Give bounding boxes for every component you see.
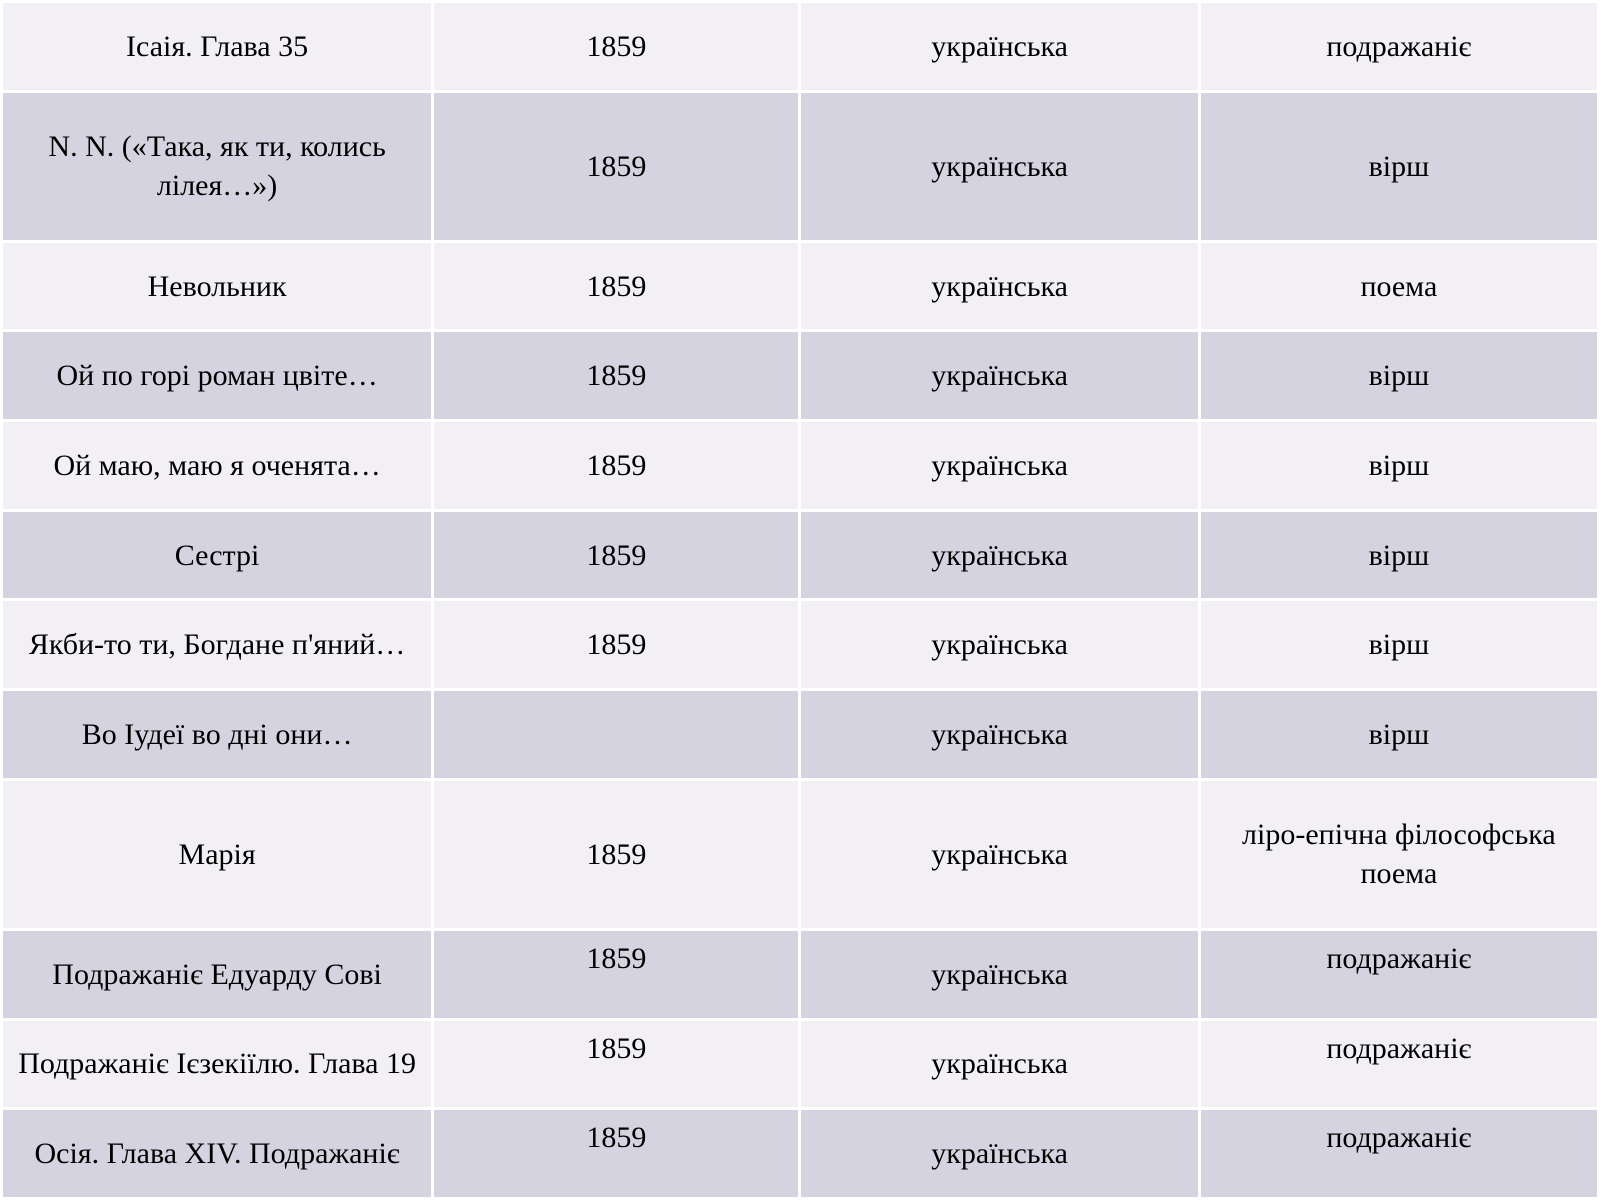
- cell-genre: подражаніє: [1199, 929, 1598, 1019]
- cell-genre: поема: [1199, 241, 1598, 331]
- cell-language: українська: [800, 779, 1199, 929]
- table-row: Ой по горі роман цвіте…1859українськавір…: [2, 331, 1599, 421]
- cell-language: українська: [800, 929, 1199, 1019]
- cell-language: українська: [800, 510, 1199, 600]
- cell-genre: подражаніє: [1199, 1109, 1598, 1199]
- table-row: Ісаія. Глава 351859українськаподражаніє: [2, 2, 1599, 92]
- cell-title: Невольник: [2, 241, 433, 331]
- table-row: Подражаніє Ієзекіїлю. Глава 191859україн…: [2, 1019, 1599, 1109]
- cell-title: Марія: [2, 779, 433, 929]
- table-row: Во Іудеї во дні они… українськавірш: [2, 690, 1599, 780]
- cell-title: Сестрі: [2, 510, 433, 600]
- cell-genre: вірш: [1199, 510, 1598, 600]
- table-row: Ой маю, маю я оченята…1859українськавірш: [2, 421, 1599, 511]
- cell-language: українська: [800, 1019, 1199, 1109]
- cell-language: українська: [800, 1109, 1199, 1199]
- table-row: Якби-то ти, Богдане п'яний…1859українськ…: [2, 600, 1599, 690]
- cell-genre: вірш: [1199, 690, 1598, 780]
- cell-language: українська: [800, 600, 1199, 690]
- table-row: Невольник1859українськапоема: [2, 241, 1599, 331]
- cell-title: Ой маю, маю я оченята…: [2, 421, 433, 511]
- cell-title: Ісаія. Глава 35: [2, 2, 433, 92]
- cell-language: українська: [800, 331, 1199, 421]
- cell-language: українська: [800, 2, 1199, 92]
- cell-genre: подражаніє: [1199, 2, 1598, 92]
- cell-year: 1859: [433, 2, 800, 92]
- table-body: Ісаія. Глава 351859українськаподражанієN…: [2, 2, 1599, 1199]
- cell-genre: вірш: [1199, 331, 1598, 421]
- cell-genre: ліро-епічна філософська поема: [1199, 779, 1598, 929]
- cell-title: Подражаніє Ієзекіїлю. Глава 19: [2, 1019, 433, 1109]
- cell-language: українська: [800, 421, 1199, 511]
- cell-language: українська: [800, 690, 1199, 780]
- cell-language: українська: [800, 241, 1199, 331]
- cell-year: 1859: [433, 1019, 800, 1109]
- cell-title: Во Іудеї во дні они…: [2, 690, 433, 780]
- cell-title: Ой по горі роман цвіте…: [2, 331, 433, 421]
- cell-genre: вірш: [1199, 421, 1598, 511]
- cell-year: 1859: [433, 600, 800, 690]
- cell-title: Подражаніє Едуарду Сові: [2, 929, 433, 1019]
- works-table-container: Ісаія. Глава 351859українськаподражанієN…: [0, 0, 1600, 1200]
- cell-title: Осія. Глава XIV. Подражаніє: [2, 1109, 433, 1199]
- table-row: Марія1859українськаліро-епічна філософсь…: [2, 779, 1599, 929]
- table-row: N. N. («Така, як ти, колись лілея…»)1859…: [2, 91, 1599, 241]
- table-row: Осія. Глава XIV. Подражаніє1859українськ…: [2, 1109, 1599, 1199]
- cell-year: 1859: [433, 779, 800, 929]
- cell-year: 1859: [433, 331, 800, 421]
- cell-year: 1859: [433, 91, 800, 241]
- cell-genre: вірш: [1199, 600, 1598, 690]
- table-row: Сестрі1859українськавірш: [2, 510, 1599, 600]
- cell-title: Якби-то ти, Богдане п'яний…: [2, 600, 433, 690]
- cell-title: N. N. («Така, як ти, колись лілея…»): [2, 91, 433, 241]
- works-table: Ісаія. Глава 351859українськаподражанієN…: [0, 0, 1600, 1200]
- cell-year: 1859: [433, 241, 800, 331]
- cell-language: українська: [800, 91, 1199, 241]
- cell-genre: подражаніє: [1199, 1019, 1598, 1109]
- cell-year: 1859: [433, 510, 800, 600]
- cell-year: 1859: [433, 421, 800, 511]
- cell-year: [433, 690, 800, 780]
- table-row: Подражаніє Едуарду Сові1859українськапод…: [2, 929, 1599, 1019]
- cell-year: 1859: [433, 1109, 800, 1199]
- cell-genre: вірш: [1199, 91, 1598, 241]
- cell-year: 1859: [433, 929, 800, 1019]
